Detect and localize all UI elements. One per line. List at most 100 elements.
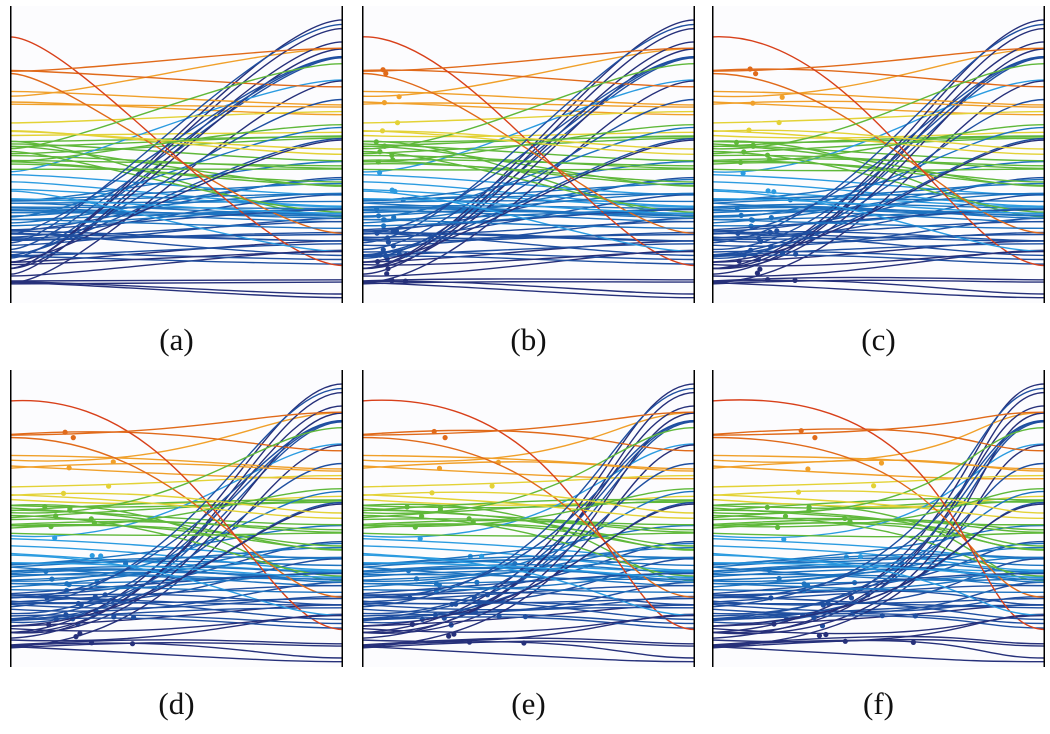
curve-marker bbox=[738, 159, 744, 165]
curve-line bbox=[712, 240, 1045, 263]
curve-marker bbox=[89, 553, 95, 559]
curve-line bbox=[712, 90, 1045, 106]
curve-marker bbox=[479, 553, 485, 559]
caption-d: (d) bbox=[158, 686, 195, 721]
curve-line bbox=[712, 503, 1045, 627]
curve-line bbox=[10, 554, 343, 617]
curve-line bbox=[10, 27, 343, 269]
curve-line bbox=[362, 454, 695, 470]
curve-marker bbox=[753, 71, 759, 77]
curve-line bbox=[10, 190, 343, 253]
curve-line bbox=[712, 556, 1045, 581]
curve-line bbox=[362, 412, 695, 634]
curve-marker bbox=[750, 100, 756, 106]
curve-line bbox=[712, 249, 1045, 278]
curve-line bbox=[362, 79, 695, 173]
panel-c bbox=[712, 6, 1045, 303]
curve-line bbox=[712, 494, 1045, 519]
curve-marker bbox=[446, 633, 452, 639]
caption-f: (f) bbox=[863, 686, 894, 721]
curve-line bbox=[712, 391, 1045, 634]
curve-line bbox=[362, 63, 695, 150]
curve-marker bbox=[66, 465, 72, 471]
curve-line bbox=[10, 613, 343, 642]
curve-line bbox=[10, 23, 343, 244]
curve-marker bbox=[379, 128, 386, 134]
curve-line bbox=[10, 206, 343, 210]
curve-marker bbox=[431, 428, 437, 435]
curve-line bbox=[362, 281, 695, 299]
curve-line bbox=[362, 614, 695, 633]
curve-marker bbox=[385, 239, 391, 245]
curve-line bbox=[362, 640, 695, 649]
curve-line bbox=[712, 110, 1045, 124]
curve-line bbox=[362, 637, 695, 646]
curve-line bbox=[712, 612, 1045, 625]
curve-line bbox=[712, 281, 1045, 299]
curve-line bbox=[362, 591, 695, 606]
curve-marker bbox=[381, 223, 387, 229]
curve-marker bbox=[66, 582, 72, 588]
curve-marker bbox=[746, 127, 752, 133]
curve-marker bbox=[106, 483, 112, 489]
curve-line bbox=[712, 584, 1045, 603]
curve-line bbox=[10, 557, 343, 604]
curve-line bbox=[10, 126, 343, 218]
curve-line bbox=[10, 501, 343, 519]
curves-plot bbox=[10, 6, 343, 303]
curve-line bbox=[712, 387, 1045, 608]
curve-line bbox=[712, 518, 1045, 531]
curve-line bbox=[362, 139, 695, 263]
curve-marker bbox=[774, 228, 780, 234]
curve-line bbox=[10, 124, 343, 163]
curve-line bbox=[10, 420, 343, 615]
curve-line bbox=[712, 139, 1045, 263]
curve-marker bbox=[758, 238, 764, 244]
curve-marker bbox=[391, 214, 397, 220]
curve-line bbox=[362, 190, 695, 253]
curve-marker bbox=[776, 119, 782, 126]
curve-line bbox=[362, 143, 695, 162]
curve-marker bbox=[375, 259, 381, 265]
curve-line bbox=[712, 399, 1045, 631]
curve-marker bbox=[384, 271, 390, 277]
curve-marker bbox=[375, 159, 381, 165]
curve-line bbox=[712, 427, 1045, 515]
curve-line bbox=[362, 596, 695, 621]
curve-line bbox=[712, 198, 1045, 214]
curve-marker bbox=[466, 516, 472, 522]
curve-line bbox=[712, 254, 1045, 265]
curve-marker bbox=[389, 277, 395, 283]
curve-marker bbox=[733, 139, 740, 145]
curve-marker bbox=[842, 638, 848, 644]
curve-line bbox=[10, 207, 343, 219]
curve-line bbox=[712, 231, 1045, 244]
curve-marker bbox=[373, 139, 379, 145]
curve-line bbox=[10, 110, 343, 124]
curve-marker bbox=[407, 595, 413, 601]
curve-line bbox=[10, 411, 343, 436]
curves-plot bbox=[712, 6, 1045, 303]
curve-marker bbox=[377, 169, 383, 176]
curve-marker bbox=[741, 149, 747, 155]
curve-line bbox=[10, 69, 343, 88]
curve-line bbox=[10, 614, 343, 632]
curve-line bbox=[10, 101, 343, 116]
curve-line bbox=[712, 614, 1045, 635]
curve-line bbox=[10, 279, 343, 282]
curve-line bbox=[712, 250, 1045, 261]
curve-marker bbox=[88, 516, 94, 522]
curve-marker bbox=[771, 621, 777, 627]
curve-line bbox=[362, 429, 695, 452]
curve-line bbox=[362, 641, 695, 659]
curve-line bbox=[362, 233, 695, 241]
curve-line bbox=[10, 465, 343, 480]
curve-marker bbox=[53, 513, 59, 519]
curve-line bbox=[10, 249, 343, 277]
curve-line bbox=[362, 564, 695, 574]
curve-line bbox=[712, 597, 1045, 605]
curve-line bbox=[10, 391, 343, 634]
curve-line bbox=[10, 645, 343, 663]
curve-marker bbox=[782, 513, 789, 519]
curve-line bbox=[712, 48, 1045, 270]
